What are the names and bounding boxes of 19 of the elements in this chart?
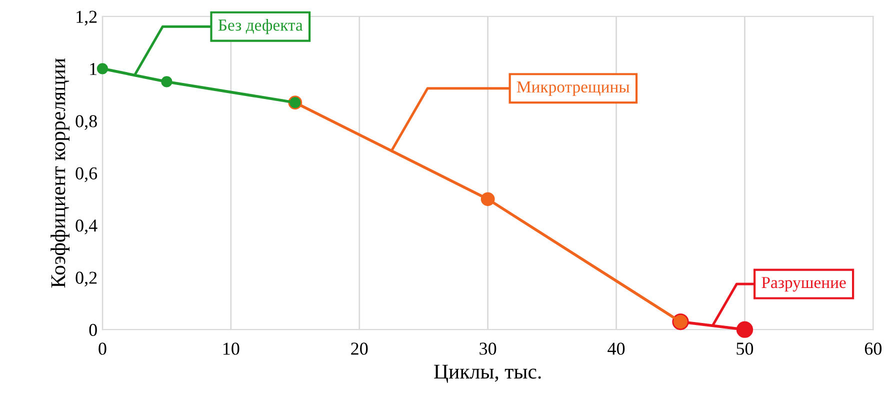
y-tick-label: 0,4 [76, 219, 98, 234]
text: Разрушение [762, 277, 846, 292]
y-tick-label: 0 [89, 324, 97, 336]
y-axis-title: Коэффициент корреляции [50, 58, 70, 288]
text: Микротрещины [516, 81, 630, 96]
y-tick-label: 0,8 [76, 115, 97, 130]
y-tick-label: 0,6 [76, 167, 98, 182]
x-tick-label: 10 [223, 342, 240, 355]
y-tick-label: 1,2 [76, 10, 97, 26]
x-tick-label: 60 [864, 342, 882, 355]
y-tick-label: 1 [90, 63, 97, 75]
text: Без дефекта [218, 19, 303, 34]
x-tick-label: 20 [351, 342, 368, 355]
x-tick-label: 40 [608, 342, 625, 355]
x-axis-title: Циклы, тыс. [434, 364, 541, 383]
x-tick-label: 30 [480, 342, 496, 355]
y-tick-label: 0,2 [76, 272, 97, 286]
x-tick-label: 50 [736, 342, 754, 355]
x-tick-label: 0 [98, 342, 106, 355]
